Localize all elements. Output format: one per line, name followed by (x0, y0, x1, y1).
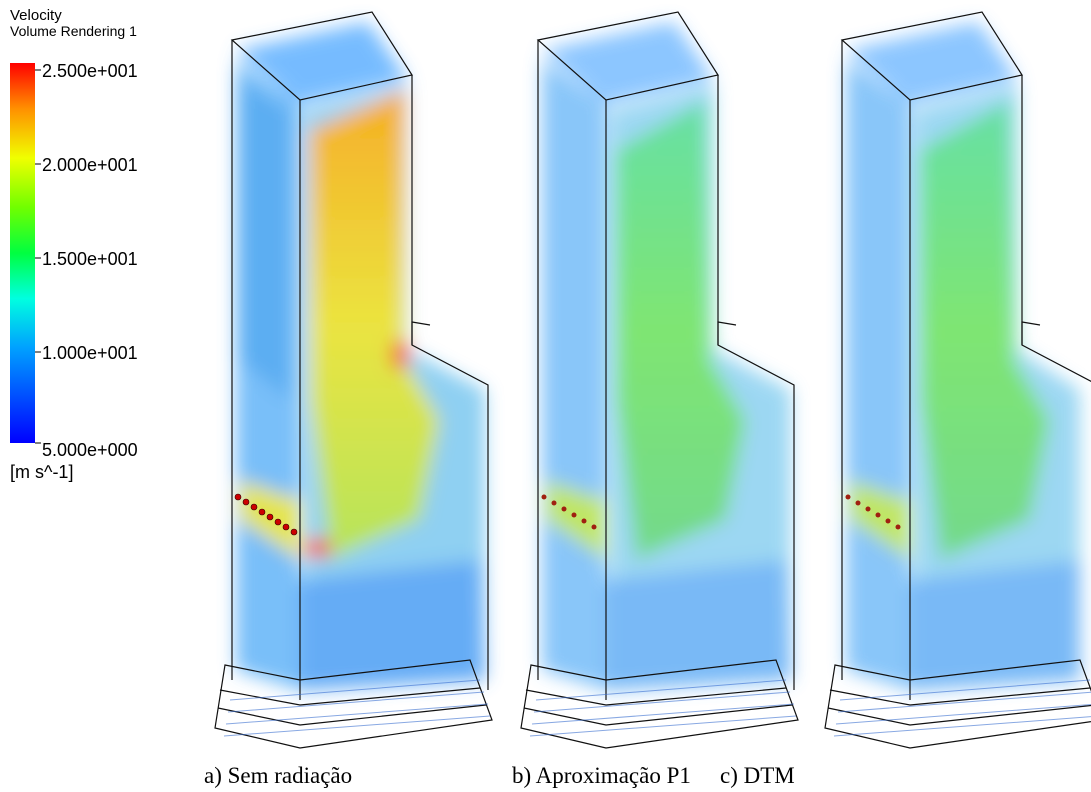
tick-label: 1.000e+001 (42, 343, 138, 363)
legend-unit: [m s^-1] (10, 462, 73, 482)
panel-b (520, 11, 799, 749)
legend-title: Velocity (10, 7, 62, 24)
legend: Velocity Volume Rendering 1 2.500e+001 2… (10, 7, 138, 482)
tick-label: 2.000e+001 (42, 155, 138, 175)
caption: c) DTM (720, 763, 795, 788)
tick-label: 2.500e+001 (42, 61, 138, 81)
tick-label: 5.000e+000 (42, 440, 138, 460)
legend-subtitle: Volume Rendering 1 (10, 23, 137, 39)
caption: b) Aproximação P1 (512, 763, 691, 788)
tick-label: 1.500e+001 (42, 249, 138, 269)
panel-c (824, 11, 1091, 749)
color-bar (10, 63, 35, 443)
panel-a (214, 11, 493, 749)
caption: a) Sem radiação (204, 763, 352, 788)
